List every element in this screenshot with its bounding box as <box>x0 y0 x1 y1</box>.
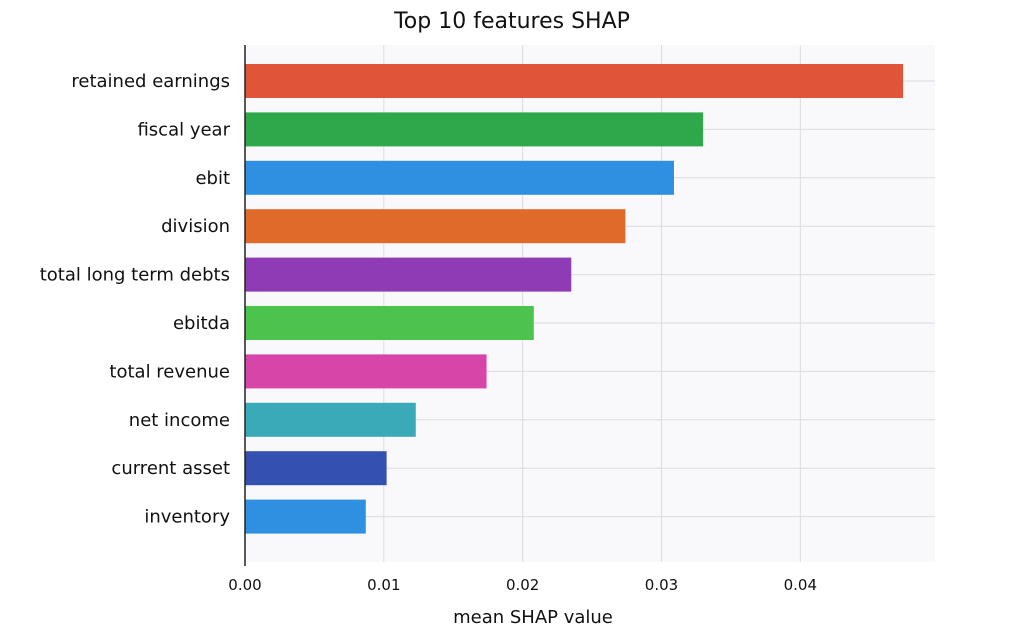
x-tick-labels: 0.00 0.01 0.02 0.03 0.04 <box>228 576 817 594</box>
y-tick-label: fiscal year <box>137 119 230 140</box>
y-tick-label: ebitda <box>173 313 230 334</box>
bar-current-asset <box>245 451 387 486</box>
bars <box>245 64 904 534</box>
bar-ebitda <box>245 306 534 340</box>
y-tick-label: total revenue <box>109 361 230 382</box>
x-tick-label: 0.01 <box>367 576 400 594</box>
y-tick-label: inventory <box>144 507 230 528</box>
x-tick-label: 0.04 <box>784 576 817 594</box>
x-tick-label: 0.02 <box>506 576 539 594</box>
bar-division <box>245 209 626 244</box>
y-tick-labels: retained earnings fiscal year ebit division… <box>40 71 231 528</box>
x-tick-label: 0.00 <box>228 576 261 594</box>
x-axis-label: mean SHAP value <box>453 607 613 628</box>
chart-title: Top 10 features SHAP <box>393 9 630 34</box>
y-tick-label: retained earnings <box>71 71 230 92</box>
bar-total-long-term-debts <box>245 257 572 292</box>
y-tick-label: ebit <box>195 168 230 189</box>
bar-ebit <box>245 160 674 195</box>
bar-retained-earnings <box>245 64 904 98</box>
y-tick-label: net income <box>129 410 230 431</box>
x-tick-label: 0.03 <box>645 576 678 594</box>
bar-inventory <box>245 499 366 534</box>
bar-total-revenue <box>245 354 487 389</box>
y-tick-label: total long term debts <box>40 265 230 286</box>
bar-fiscal-year <box>245 112 704 147</box>
y-tick-label: current asset <box>111 458 230 479</box>
y-tick-label: division <box>161 216 230 237</box>
bar-net-income <box>245 402 416 437</box>
